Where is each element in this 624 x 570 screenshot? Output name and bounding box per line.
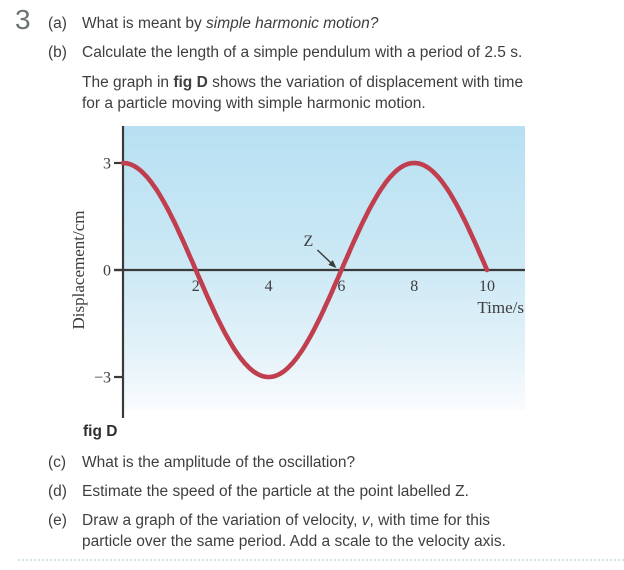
- x-axis-label: Time/s: [477, 298, 524, 317]
- question-part-c: (c) What is the amplitude of the oscilla…: [48, 452, 544, 473]
- part-d-text: Estimate the speed of the particle at th…: [82, 483, 469, 500]
- fig-d-reference: fig D: [173, 74, 208, 91]
- y-tick-label: 0: [103, 263, 111, 280]
- question-number: 3: [15, 4, 31, 35]
- x-tick-label: 2: [192, 278, 200, 295]
- part-b-label: (b): [48, 44, 67, 61]
- y-axis-label: Displacement/cm: [69, 211, 88, 330]
- displacement-curve: [120, 160, 490, 380]
- x-tick-label: 10: [479, 278, 495, 295]
- part-c-label: (c): [48, 454, 67, 471]
- question-part-a: (a) What is meant by simple harmonic mot…: [48, 13, 544, 34]
- z-arrow-line: [316, 249, 334, 266]
- part-e-label: (e): [48, 512, 67, 529]
- question-part-e: (e) Draw a graph of the variation of vel…: [48, 510, 544, 552]
- page-divider: [18, 559, 624, 561]
- part-d-label: (d): [48, 483, 67, 500]
- part-e-italic: v: [361, 512, 370, 529]
- question-part-b: (b) Calculate the length of a simple pen…: [48, 42, 544, 63]
- x-tick-label: 6: [337, 278, 345, 295]
- part-a-label: (a): [48, 15, 67, 32]
- plot-area: [123, 126, 525, 410]
- point-z-annotation: Z: [304, 233, 337, 268]
- y-tick-label: 3: [103, 155, 111, 172]
- figure-d-graph: 2 4 6 8 10 3 0 −3 Z Time/s Displacement/cm: [69, 126, 525, 418]
- y-tick-label: −3: [94, 370, 111, 387]
- part-c-text: What is the amplitude of the oscillation…: [82, 454, 356, 471]
- figure-caption: fig D: [83, 423, 118, 440]
- z-arrow-head: [328, 260, 337, 268]
- axis-ticks: 2 4 6 8 10 3 0 −3: [94, 155, 495, 386]
- part-e-text: Draw a graph of the variation of velocit…: [82, 512, 506, 550]
- x-tick-label: 4: [265, 278, 273, 295]
- question-part-d: (d) Estimate the speed of the particle a…: [48, 481, 544, 502]
- intro-paragraph: The graph in fig D shows the variation o…: [82, 74, 524, 112]
- x-tick-label: 8: [410, 278, 418, 295]
- part-a-italic: simple harmonic motion?: [206, 15, 379, 32]
- part-a-text: What is meant by simple harmonic motion?: [82, 15, 379, 32]
- point-z-label: Z: [304, 233, 314, 250]
- part-b-text: Calculate the length of a simple pendulu…: [82, 44, 523, 61]
